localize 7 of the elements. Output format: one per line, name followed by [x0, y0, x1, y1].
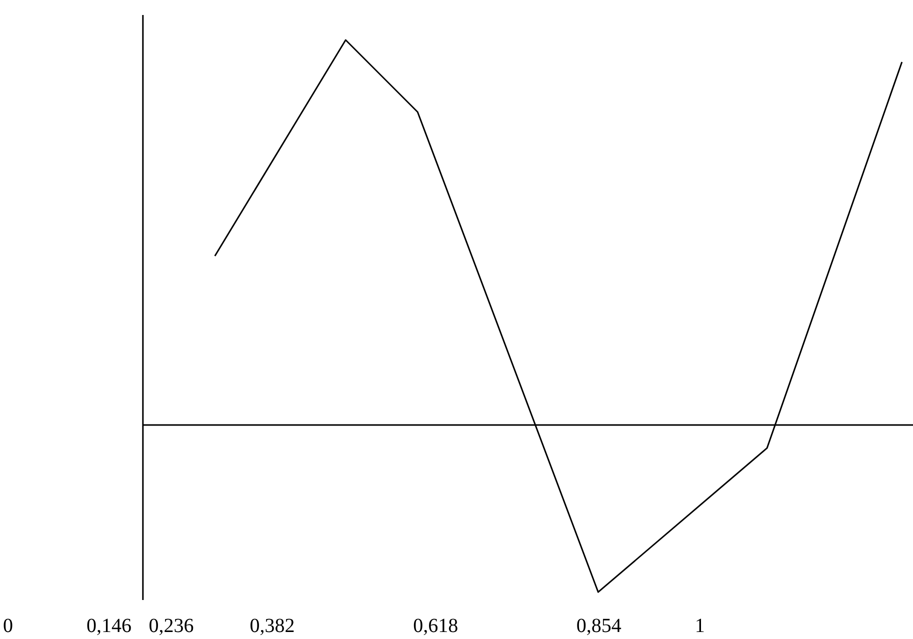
x-tick-label: 0,236 [148, 615, 194, 637]
x-tick-label: 0,854 [576, 615, 622, 637]
x-tick-label: 0,382 [250, 615, 295, 637]
x-tick-label: 0,146 [86, 615, 132, 637]
x-tick-label: 1 [694, 615, 705, 637]
x-tick-label: 0,618 [413, 615, 458, 637]
x-tick-label: 0 [3, 615, 13, 637]
